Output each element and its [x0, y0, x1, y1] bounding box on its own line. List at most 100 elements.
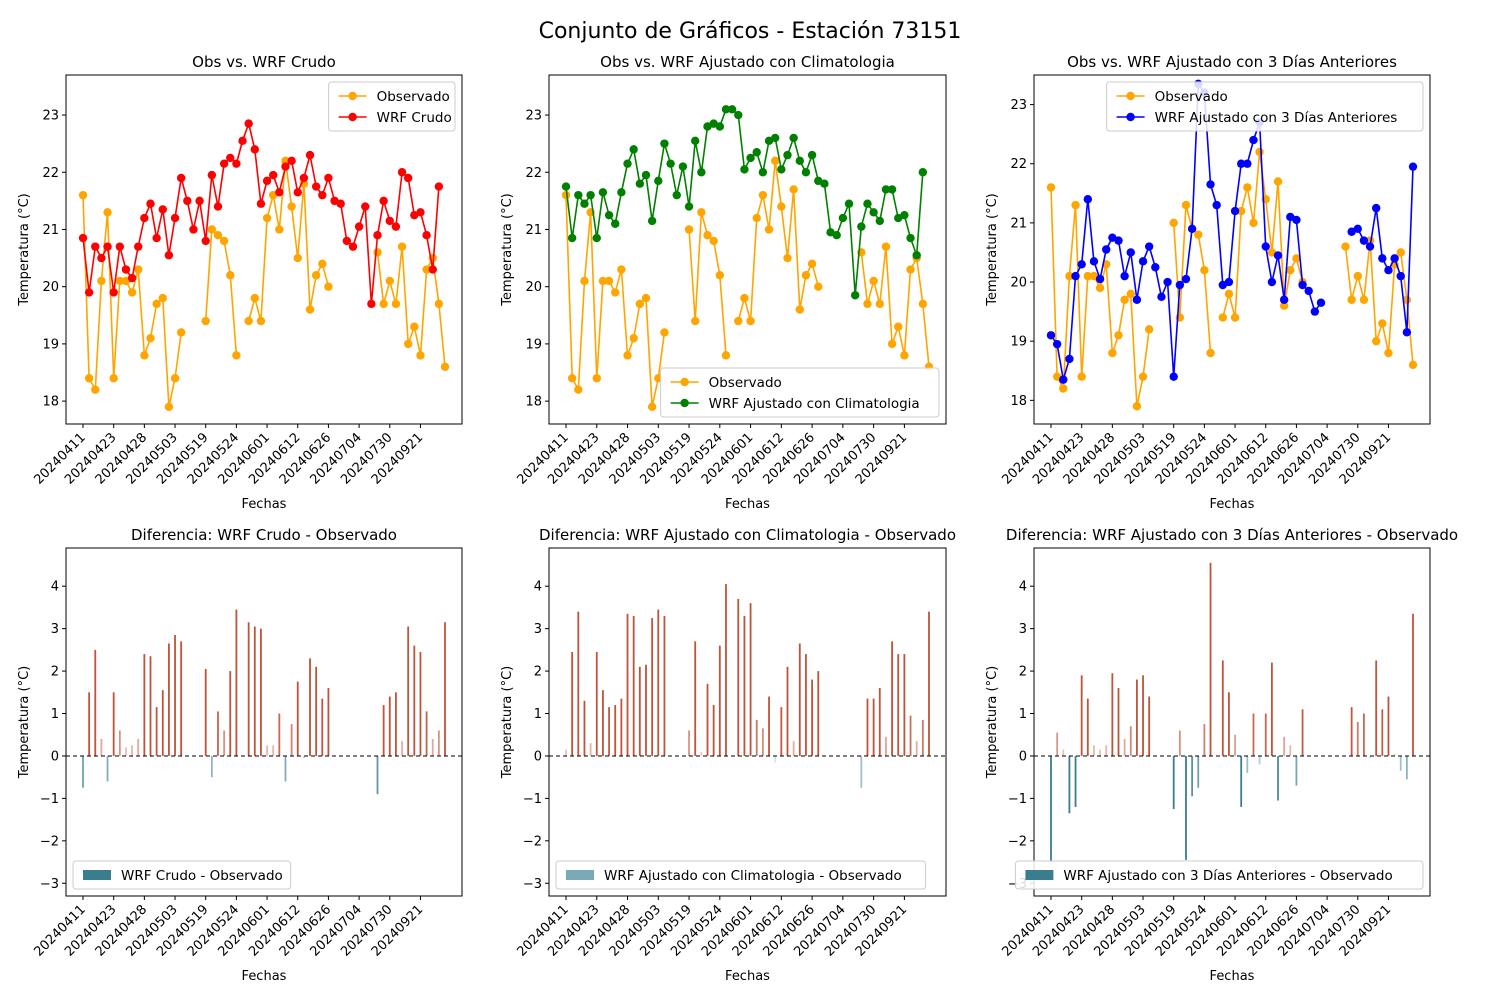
y-tick-label: 3 — [51, 622, 59, 637]
data-point — [1279, 301, 1289, 310]
y-tick-label: 4 — [534, 580, 542, 595]
bar — [1399, 755, 1402, 771]
y-tick-label: −2 — [40, 834, 59, 849]
bar — [577, 611, 580, 756]
data-point — [140, 213, 149, 223]
axes-frame — [548, 547, 947, 897]
bar — [1221, 660, 1224, 756]
bar — [1356, 722, 1359, 756]
data-point — [207, 225, 217, 234]
axes-clim: Obs vs. WRF Ajustado con Climatologia 18 1… — [500, 53, 947, 512]
data-point — [684, 202, 694, 211]
bar — [1105, 745, 1108, 756]
data-point — [1347, 295, 1356, 304]
bar — [106, 755, 109, 782]
data-point — [1181, 200, 1191, 210]
data-point — [1279, 295, 1289, 304]
y-tick-label: 1 — [1019, 707, 1027, 722]
data-point — [1065, 271, 1074, 281]
data-point — [109, 288, 118, 297]
series-observed — [78, 156, 450, 412]
legend-marker — [348, 91, 357, 101]
data-point — [721, 105, 731, 114]
data-point — [287, 202, 296, 211]
data-point — [863, 299, 872, 309]
legend-label: WRF Crudo — [377, 110, 452, 126]
data-point — [678, 162, 688, 171]
data-point — [598, 188, 608, 197]
bar — [595, 651, 598, 756]
data-point — [863, 199, 872, 208]
bar — [811, 679, 814, 756]
x-axis-label: Fechas — [1210, 497, 1255, 512]
legend-label: WRF Ajustado con 3 Días Anteriores — [1155, 110, 1398, 126]
data-point — [434, 182, 444, 191]
bar — [272, 745, 275, 756]
data-point — [176, 173, 186, 183]
series-line — [247, 160, 330, 322]
legend: Observado WRF Crudo — [328, 81, 456, 132]
y-axis-label: Temperatura (°C) — [17, 666, 32, 779]
y-axis-label: Temperatura (°C) — [500, 666, 515, 779]
bar — [143, 654, 146, 756]
data-point — [1298, 280, 1307, 290]
data-point — [617, 265, 626, 274]
data-point — [1095, 274, 1105, 284]
data-point — [213, 202, 223, 211]
y-tick-label: 0 — [1019, 749, 1027, 764]
legend: WRF Ajustado con Climatologia - Observad… — [555, 860, 927, 890]
legend-label: WRF Ajustado con 3 Días Anteriores - Obs… — [1063, 868, 1392, 884]
bar — [266, 745, 268, 756]
bar — [149, 656, 152, 756]
data-point — [219, 159, 229, 168]
data-point — [416, 208, 425, 217]
data-point — [1371, 336, 1381, 346]
bar — [1264, 713, 1267, 756]
bar — [1363, 713, 1365, 756]
data-point — [1255, 147, 1264, 157]
bar — [694, 641, 697, 756]
data-point — [336, 199, 345, 208]
data-point — [857, 222, 866, 231]
y-tick-label: 23 — [1010, 98, 1027, 113]
bar — [1117, 688, 1120, 756]
axes-title: Diferencia: WRF Ajustado con 3 Días Ante… — [1006, 526, 1458, 544]
y-tick-label: 3 — [1019, 622, 1027, 637]
data-point — [586, 190, 595, 200]
data-point — [121, 265, 131, 274]
bar — [903, 654, 906, 756]
bar — [725, 584, 727, 756]
axes-frame — [1033, 547, 1431, 897]
bar — [425, 711, 428, 756]
bar — [388, 696, 391, 756]
bar — [657, 609, 660, 756]
bar — [645, 664, 647, 756]
data-point — [97, 253, 106, 263]
data-point — [697, 168, 706, 177]
legend-marker — [1126, 112, 1135, 122]
data-point — [1144, 325, 1154, 334]
data-point — [103, 208, 112, 217]
bar — [413, 645, 416, 756]
y-tick-label: 1 — [534, 707, 542, 722]
data-point — [611, 288, 620, 297]
data-point — [1378, 319, 1387, 328]
data-point — [1310, 307, 1320, 316]
data-point — [850, 291, 860, 300]
bar — [1246, 755, 1249, 773]
legend-label: Observado — [377, 89, 450, 105]
data-point — [1353, 271, 1362, 281]
bar — [321, 698, 324, 756]
bar — [1350, 707, 1353, 756]
y-tick-label: 3 — [534, 622, 542, 637]
bar — [260, 628, 262, 756]
data-point — [1071, 200, 1080, 210]
data-point — [1181, 274, 1191, 284]
data-point — [164, 251, 174, 260]
data-point — [1304, 286, 1313, 296]
legend-swatch — [1025, 870, 1054, 880]
data-point — [348, 242, 358, 251]
data-point — [1286, 266, 1295, 275]
data-point — [1052, 339, 1062, 349]
legend-frame — [660, 367, 940, 418]
